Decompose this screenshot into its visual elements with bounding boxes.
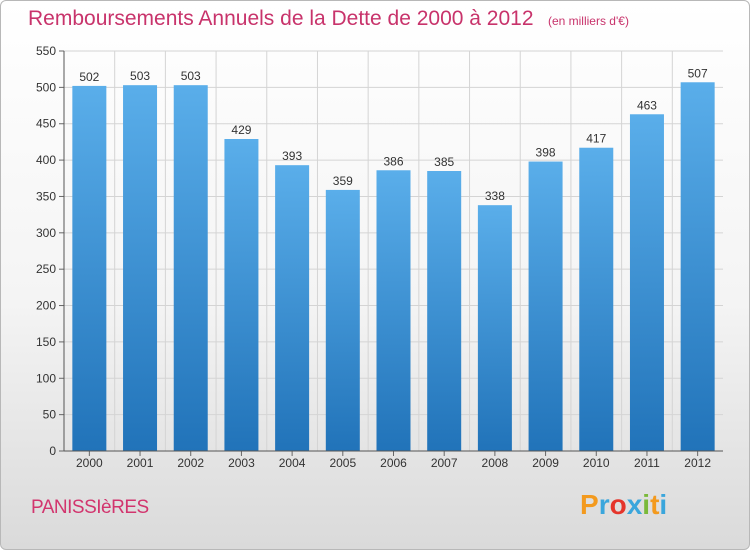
value-label-2009: 398 [536, 146, 556, 160]
x-tick-label-2010: 2010 [583, 456, 610, 470]
chart-unit: (en milliers d'€) [547, 14, 629, 28]
bar-2012 [680, 82, 715, 451]
value-label-2007: 385 [434, 155, 454, 169]
value-label-2011: 463 [637, 98, 657, 112]
bar-2009 [528, 161, 563, 451]
y-tick-label: 300 [36, 226, 56, 240]
x-tick-label-2006: 2006 [380, 456, 407, 470]
y-tick-label: 500 [36, 80, 56, 94]
logo-letter: x [626, 489, 643, 520]
bar-2007 [427, 171, 462, 451]
value-label-2005: 359 [333, 174, 353, 188]
y-tick-label: 150 [36, 335, 56, 349]
x-tick-label-2005: 2005 [329, 456, 356, 470]
value-label-2006: 386 [383, 154, 403, 168]
chart-title-block: Remboursements Annuels de la Dette de 20… [28, 7, 629, 31]
value-label-2004: 393 [282, 149, 302, 163]
x-tick-label-2004: 2004 [279, 456, 306, 470]
value-label-2008: 338 [485, 189, 505, 203]
bar-2003 [224, 139, 259, 451]
value-label-2001: 503 [130, 69, 150, 83]
logo-letter: P [580, 489, 599, 520]
bar-2008 [477, 205, 512, 451]
y-tick-label: 0 [49, 444, 56, 458]
proxiti-logo: Proxiti [580, 489, 667, 521]
y-tick-label: 350 [36, 189, 56, 203]
value-label-2002: 503 [181, 69, 201, 83]
x-tick-label-2003: 2003 [228, 456, 255, 470]
y-tick-label: 450 [36, 117, 56, 131]
x-tick-label-2000: 2000 [76, 456, 103, 470]
x-tick-label-2009: 2009 [532, 456, 559, 470]
y-tick-label: 250 [36, 262, 56, 276]
value-label-2010: 417 [586, 132, 606, 146]
y-tick-label: 550 [36, 44, 56, 58]
bar-2004 [275, 165, 310, 451]
y-tick-label: 100 [36, 371, 56, 385]
x-tick-label-2001: 2001 [127, 456, 154, 470]
bar-2000 [72, 85, 107, 451]
commune-name: PANISSIèRES [31, 497, 149, 518]
logo-letter: o [609, 489, 627, 520]
bar-2011 [629, 114, 664, 451]
y-tick-label: 400 [36, 153, 56, 167]
x-tick-label-2011: 2011 [634, 456, 660, 470]
y-tick-label: 50 [43, 408, 57, 422]
logo-letter: t [650, 489, 660, 520]
value-label-2012: 507 [688, 66, 708, 80]
bar-2006 [376, 170, 411, 452]
value-label-2000: 502 [79, 70, 99, 84]
chart-title: Remboursements Annuels de la Dette de 20… [28, 7, 534, 30]
logo-letter: r [598, 489, 610, 520]
logo-letter: i [659, 489, 668, 520]
x-tick-label-2012: 2012 [684, 456, 711, 470]
bar-2005 [325, 189, 360, 451]
x-tick-label-2002: 2002 [177, 456, 204, 470]
bar-2001 [123, 85, 158, 451]
value-label-2003: 429 [231, 123, 251, 137]
logo-letter: i [642, 489, 651, 520]
bar-2002 [173, 85, 208, 451]
y-tick-label: 200 [36, 299, 56, 313]
bar-2010 [579, 147, 614, 451]
x-tick-label-2008: 2008 [482, 456, 509, 470]
x-tick-label-2007: 2007 [431, 456, 458, 470]
